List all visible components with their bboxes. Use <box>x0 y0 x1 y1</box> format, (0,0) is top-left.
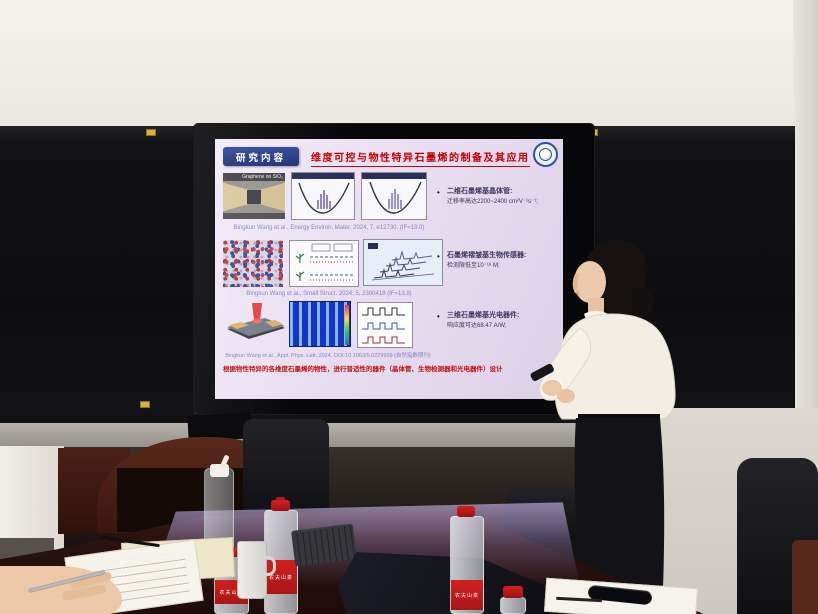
figure-transfer-curve-2 <box>361 172 427 220</box>
bottle-cap <box>457 506 475 517</box>
bullet-title: 三维石墨烯基光电器件: <box>447 312 520 319</box>
bullet-title: 二维石墨烯基晶体管: <box>447 188 513 195</box>
presenter-waistband <box>578 414 660 421</box>
device-3d-schematic <box>227 303 285 339</box>
bullet-value: 响应度可达68.47 A/W; <box>447 322 507 329</box>
presenter-remote <box>530 363 554 381</box>
presenter-skirt <box>574 418 665 614</box>
wall-right-corner <box>793 0 818 440</box>
bullet-row1: • 二维石墨烯基晶体管: 迁移率高达2200~2400 cm²V⁻¹s⁻¹; <box>437 187 561 207</box>
colorbar <box>345 305 349 345</box>
logo-inner <box>539 148 552 161</box>
slide-section-tag: 研究内容 <box>223 147 299 166</box>
figure-raman-waterfall <box>363 239 443 286</box>
chair-wooden-arm <box>792 540 818 614</box>
citation-row2: Bingkun Wang et al., Small Struct. 2024,… <box>246 291 412 297</box>
bullet-dot: • <box>437 188 440 197</box>
presenter <box>530 239 676 614</box>
yellow-sticker <box>146 129 156 136</box>
biosensor-schematic <box>290 241 358 286</box>
bullet-row2: • 石墨烯褶皱基生物传感器: 检测限低至10⁻¹⁸ M; <box>437 251 561 271</box>
slide-summary-text: 根据物性特异的各维度石墨烯的物性，进行普适性的器件（晶体管、生物检测器和光电器件… <box>223 366 503 373</box>
transfer-curve-plot <box>362 173 426 219</box>
slide-title: 维度可控与物性特异石墨烯的制备及其应用 <box>311 149 530 167</box>
figure-photodetector-schematic <box>219 303 289 347</box>
graphene-channel <box>247 190 261 204</box>
figure-device-micrograph: Graphene on SiO₂ <box>223 173 285 219</box>
electrode-left <box>223 182 250 212</box>
bottle-label: 农夫山泉 <box>451 580 483 610</box>
water-bottle <box>500 597 526 614</box>
keyboard <box>291 523 357 567</box>
scalebar <box>223 213 285 219</box>
electrode-right <box>258 182 285 212</box>
bullet-dot: • <box>437 252 440 261</box>
presenter-hair-bun <box>628 287 654 317</box>
presentation-slide: 研究内容 维度可控与物性特异石墨烯的制备及其应用 Graphene on SiO… <box>215 139 563 399</box>
figure-wrinkle-micrograph <box>223 240 283 287</box>
presenter-hand <box>542 380 562 396</box>
presenter-hand <box>557 389 575 403</box>
citation-row3: Bingkun Wang et al., Appl. Phys. Lett. 2… <box>225 353 431 359</box>
bottle-label: 农夫山泉 <box>265 560 297 594</box>
yellow-sticker <box>140 401 150 408</box>
bullet-value: 迁移率高达2200~2400 cm²V⁻¹s⁻¹; <box>447 198 538 205</box>
figure-photoresponse-curves <box>357 302 413 348</box>
figure-mapping-heatmap <box>289 301 351 347</box>
figure-transfer-curve-1 <box>291 172 355 220</box>
figure-label: Graphene on SiO₂ <box>223 173 285 181</box>
bullet-dot: • <box>437 312 440 321</box>
university-logo-icon <box>533 142 558 167</box>
figure-biosensor-diagram <box>289 240 359 287</box>
bullet-value: 检测限低至10⁻¹⁸ M; <box>447 262 500 269</box>
wall-top <box>0 0 818 140</box>
bottle-cap <box>503 586 523 598</box>
bottle-cap <box>271 500 290 511</box>
waterfall-plot <box>364 240 442 285</box>
bullet-title: 石墨烯褶皱基生物传感器: <box>447 252 527 259</box>
bullet-row3: • 三维石墨烯基光电器件: 响应度可达68.47 A/W; <box>437 311 561 331</box>
presenter-face <box>574 261 606 303</box>
mug-handle <box>263 556 276 576</box>
response-plot <box>358 303 412 347</box>
presenter-profile-shade <box>572 274 581 296</box>
citation-row1: Bingkun Wang et al., Energy Environ. Mat… <box>233 225 425 231</box>
transfer-curve-plot <box>292 173 354 219</box>
